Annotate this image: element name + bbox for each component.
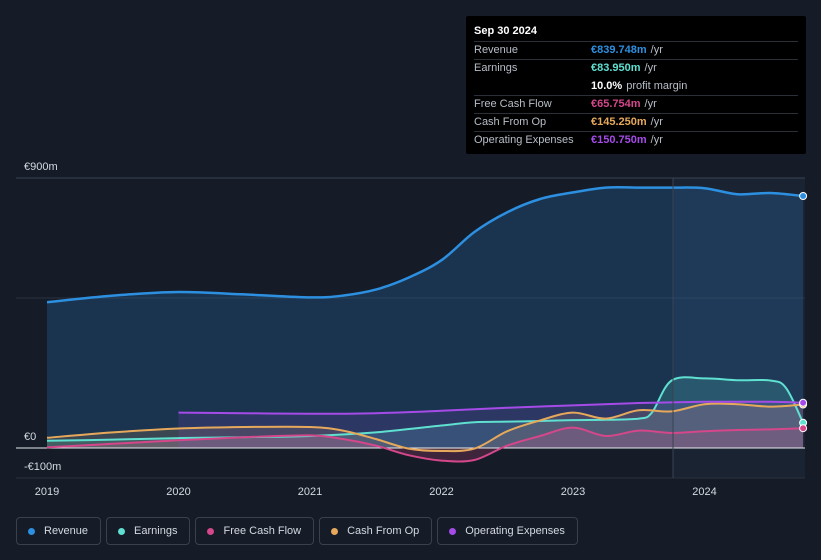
tooltip-date: Sep 30 2024: [474, 25, 537, 37]
tooltip-row-margin: 10.0% profit margin: [474, 78, 798, 95]
legend-item-cash-from-op[interactable]: Cash From Op: [319, 517, 433, 545]
legend-item-free-cash-flow[interactable]: Free Cash Flow: [195, 517, 315, 545]
legend-label: Revenue: [44, 525, 89, 537]
series-area-operating-expenses: [178, 401, 804, 448]
tooltip-unit: /yr: [650, 116, 663, 129]
legend-label: Cash From Op: [347, 525, 420, 537]
series-endpoint-revenue[interactable]: [799, 192, 808, 200]
tooltip-value: €65.754m: [591, 97, 641, 110]
series-endpoint-operating-expenses[interactable]: [799, 398, 808, 407]
legend-item-revenue[interactable]: Revenue: [16, 517, 102, 545]
tooltip-label: Revenue: [474, 44, 519, 56]
tooltip-row-revenue: Revenue €839.748m /yr: [474, 41, 798, 59]
legend-dot-icon: [118, 527, 126, 535]
y-tick-label: €0: [24, 431, 36, 443]
tooltip-row-fcf: Free Cash Flow €65.754m /yr: [474, 94, 798, 113]
tooltip-label: [474, 78, 591, 95]
tooltip-row-cfo: Cash From Op €145.250m /yr: [474, 113, 798, 131]
x-tick-label: 2024: [692, 486, 716, 498]
tooltip-value: €839.748m: [591, 44, 647, 56]
x-tick-label: 2020: [166, 486, 190, 498]
legend-dot-icon: [331, 527, 339, 535]
tooltip-value: €145.250m: [591, 116, 647, 129]
legend-label: Free Cash Flow: [223, 525, 302, 537]
legend-item-earnings[interactable]: Earnings: [106, 517, 191, 545]
legend-item-operating-expenses[interactable]: Operating Expenses: [437, 517, 578, 545]
x-tick-label: 2021: [298, 486, 322, 498]
tooltip-unit: /yr: [644, 97, 657, 110]
tooltip-label: Earnings: [474, 62, 518, 75]
legend-dot-icon: [28, 527, 35, 535]
tooltip-label: Free Cash Flow: [474, 97, 552, 110]
y-tick-label: -€100m: [24, 461, 61, 473]
data-tooltip: Sep 30 2024 Revenue €839.748m /yr Earnin…: [466, 16, 806, 154]
tooltip-label: Cash From Op: [474, 116, 547, 129]
series-line-cash-from-op[interactable]: [46, 402, 804, 453]
series-line-revenue[interactable]: [46, 185, 804, 304]
legend-label: Earnings: [134, 525, 178, 537]
x-tick-label: 2023: [561, 486, 585, 498]
legend-label: Operating Expenses: [465, 525, 565, 537]
tooltip-value: €83.950m: [591, 62, 641, 75]
series-area-earnings: [47, 377, 804, 448]
legend: Revenue Earnings Free Cash Flow Cash Fro…: [16, 517, 578, 545]
tooltip-label: Operating Expenses: [474, 134, 574, 147]
legend-dot-icon: [449, 527, 457, 535]
tooltip-value: 10.0%: [591, 79, 623, 92]
series-area-cash-from-op: [47, 403, 804, 452]
x-tick-label: 2019: [35, 486, 59, 498]
series-endpoint-free-cash-flow[interactable]: [799, 424, 808, 433]
series-line-operating-expenses[interactable]: [178, 400, 804, 415]
tooltip-value: €150.750m: [591, 134, 647, 147]
y-tick-label: €900m: [24, 161, 58, 173]
x-tick-label: 2022: [429, 486, 453, 498]
tooltip-unit: /yr: [650, 44, 663, 56]
tooltip-row-opex: Operating Expenses €150.750m /yr: [474, 131, 798, 149]
tooltip-unit: /yr: [650, 134, 663, 147]
tooltip-unit: /yr: [644, 62, 657, 75]
tooltip-row-earnings: Earnings €83.950m /yr: [474, 59, 798, 77]
legend-dot-icon: [207, 527, 215, 535]
series-line-free-cash-flow[interactable]: [46, 426, 804, 463]
series-area-revenue: [47, 187, 804, 448]
tooltip-unit: profit margin: [626, 79, 688, 92]
